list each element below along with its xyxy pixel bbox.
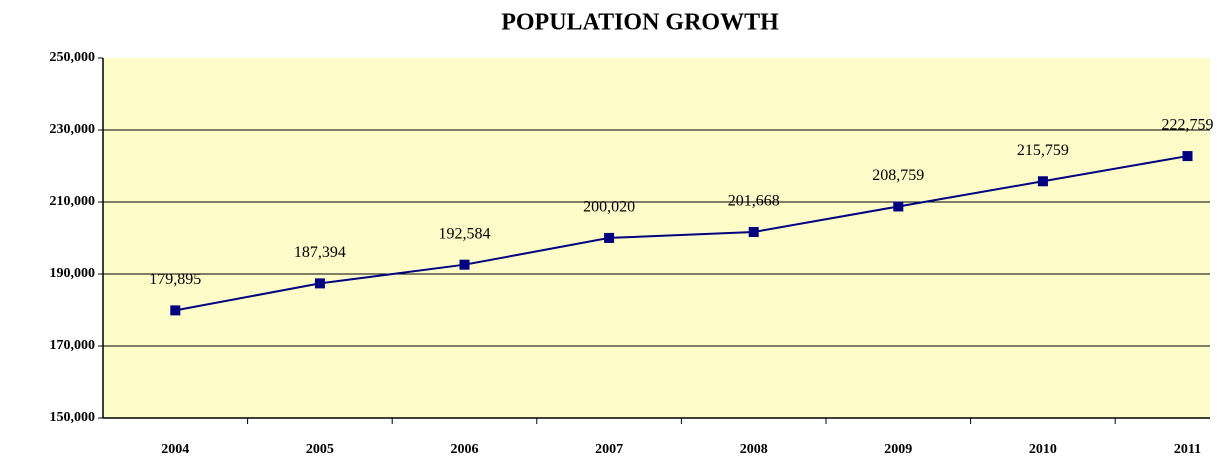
x-tick-label: 2008 [740, 442, 768, 457]
x-tick-label: 2010 [1029, 442, 1057, 457]
y-tick-label: 150,000 [50, 410, 96, 425]
point [170, 305, 181, 316]
plot-area [103, 58, 1210, 418]
chart-title: POPULATION GROWTH [501, 10, 779, 36]
y-tick-label: 190,000 [50, 266, 96, 281]
point [459, 259, 470, 270]
line [175, 155, 1188, 312]
point [893, 201, 904, 212]
x-tick-label: 2011 [1174, 442, 1201, 457]
data-label: 200,020 [583, 199, 635, 216]
x-tick-label: 2007 [595, 442, 623, 457]
data-label: 179,895 [149, 271, 201, 288]
y-tick-label: 230,000 [50, 122, 96, 137]
x-tick-label: 2006 [451, 442, 479, 457]
point [604, 232, 615, 243]
data-label: 222,759 [1162, 117, 1214, 134]
y-tick-label: 250,000 [50, 50, 96, 65]
data-label: 187,394 [294, 244, 346, 261]
x-tick-label: 2004 [161, 442, 189, 457]
point [1037, 176, 1048, 187]
data-label: 201,668 [728, 193, 780, 210]
data-label: 208,759 [872, 167, 924, 184]
x-tick-label: 2009 [884, 442, 912, 457]
y-tick-label: 170,000 [50, 338, 96, 353]
y-tick-label: 210,000 [50, 194, 96, 209]
data-label: 192,584 [439, 225, 491, 242]
data-label: 215,759 [1017, 142, 1069, 159]
point [314, 278, 325, 289]
point [1182, 151, 1193, 162]
x-tick-label: 2005 [306, 442, 334, 457]
point [748, 226, 759, 237]
